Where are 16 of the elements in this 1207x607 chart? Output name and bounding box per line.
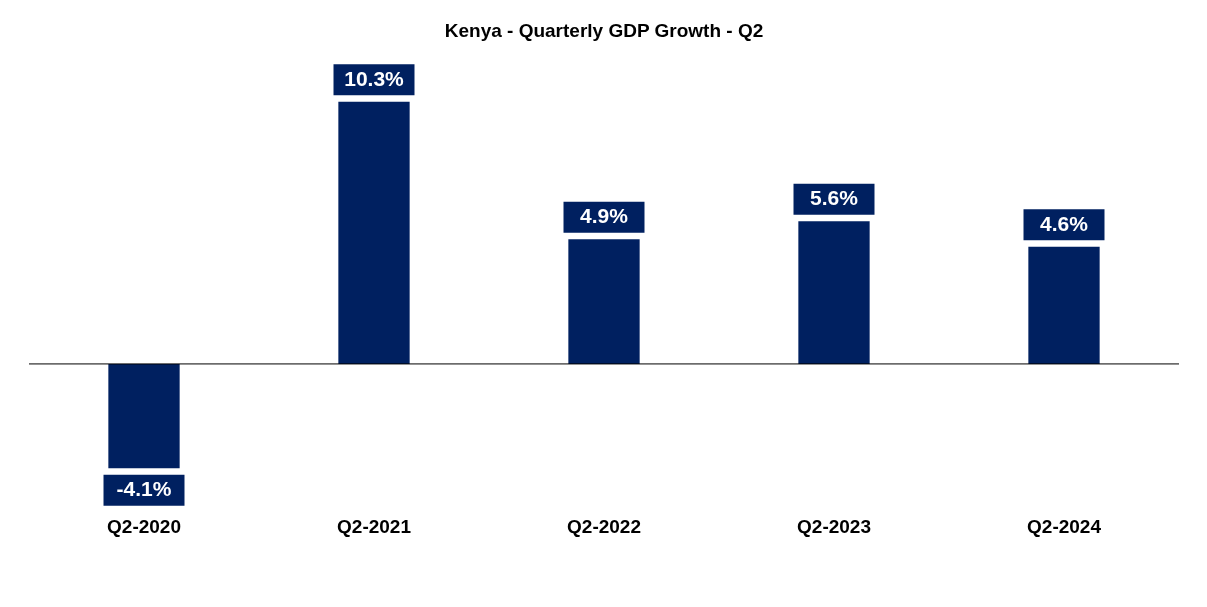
bar: [568, 239, 640, 364]
bar: [798, 221, 870, 364]
x-tick-label: Q2-2020: [107, 515, 181, 537]
chart-title: Kenya - Quarterly GDP Growth - Q2: [444, 20, 764, 42]
x-tick-label: Q2-2023: [797, 515, 871, 537]
data-label: 4.6%: [1040, 211, 1089, 235]
x-tick-label: Q2-2021: [337, 515, 412, 537]
bar: [338, 101, 410, 364]
x-tick-label: Q2-2022: [567, 515, 641, 537]
x-tick-label: Q2-2024: [1027, 515, 1102, 537]
bar: [1028, 246, 1100, 364]
data-label: 4.9%: [580, 204, 629, 228]
data-label: 5.6%: [810, 186, 859, 210]
data-label: 10.3%: [344, 66, 405, 90]
data-label: -4.1%: [116, 477, 172, 501]
bar: [108, 363, 180, 469]
